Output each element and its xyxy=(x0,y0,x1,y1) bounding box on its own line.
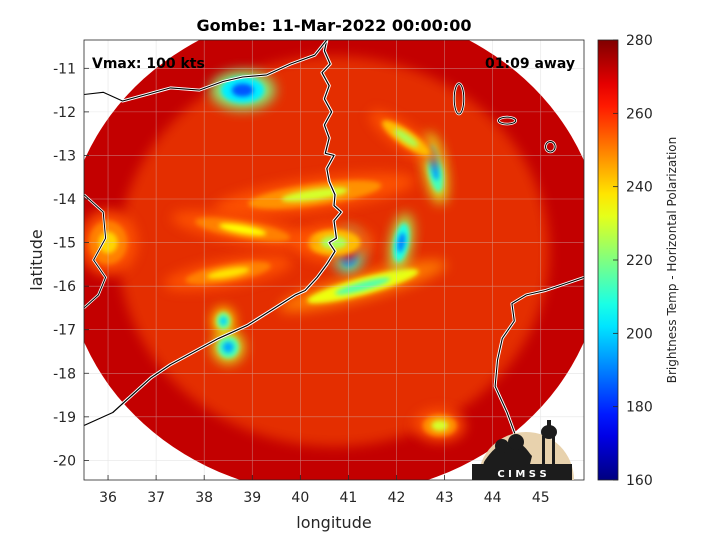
colorbar-tick-label: 260 xyxy=(626,106,653,122)
y-tick-label: -16 xyxy=(53,279,76,295)
feature-core xyxy=(219,316,228,326)
x-tick-label: 38 xyxy=(195,490,213,506)
x-tick-label: 43 xyxy=(436,490,454,506)
cimss-logo: C I M S S xyxy=(472,420,574,480)
colorbar-tick-label: 160 xyxy=(626,473,653,489)
colorbar-tick-label: 180 xyxy=(626,400,653,416)
y-axis-label: latitude xyxy=(27,229,46,290)
y-tick-label: -19 xyxy=(53,410,76,426)
x-tick-label: 41 xyxy=(340,490,358,506)
time-away-annotation: 01:09 away xyxy=(485,56,575,72)
feature-core xyxy=(394,129,419,147)
y-tick-label: -14 xyxy=(53,192,76,208)
colorbar-tick-label: 200 xyxy=(626,326,653,342)
x-tick-label: 42 xyxy=(388,490,406,506)
x-tick-label: 40 xyxy=(291,490,309,506)
island-outline xyxy=(497,116,517,125)
cimss-logo-text: C I M S S xyxy=(497,469,546,480)
x-axis-label: longitude xyxy=(296,513,371,532)
grid-lines xyxy=(84,40,584,480)
feature-core xyxy=(206,267,250,279)
island-outline xyxy=(453,83,465,115)
feature-south-cell xyxy=(414,409,466,442)
y-tick-label: -20 xyxy=(53,453,76,469)
x-tick-label: 37 xyxy=(147,490,165,506)
feature-southwest-cell-2 xyxy=(212,307,235,335)
x-tick-label: 44 xyxy=(484,490,502,506)
y-tick-label: -15 xyxy=(53,236,76,252)
coastline xyxy=(84,40,584,480)
feature-core xyxy=(431,420,449,431)
y-tick-label: -11 xyxy=(53,61,76,77)
map-layer xyxy=(84,40,584,480)
feature-north-band xyxy=(214,173,415,217)
feature-core xyxy=(231,83,254,97)
colorbar-tick-label: 240 xyxy=(626,180,653,196)
x-tick-label: 45 xyxy=(532,490,550,506)
feature-core xyxy=(281,187,349,202)
y-tick-label: -17 xyxy=(53,323,76,339)
y-axis-ticks: -11 -12 -13 -14 -15 -16 -17 -18 -19 -20 xyxy=(53,61,89,469)
axes-frame xyxy=(83,39,585,481)
chart-title: Gombe: 11-Mar-2022 00:00:00 xyxy=(197,16,472,35)
x-tick-label: 39 xyxy=(243,490,261,506)
y-tick-label: -13 xyxy=(53,148,76,164)
vmax-annotation: Vmax: 100 kts xyxy=(92,56,205,72)
feature-core xyxy=(218,223,267,236)
feature-core xyxy=(222,341,234,353)
feature-north-east-arc xyxy=(370,111,443,165)
colorbar-tick-label: 220 xyxy=(626,253,653,269)
feature-west-band-2 xyxy=(164,255,293,291)
colorbar-tick-label: 280 xyxy=(626,33,653,49)
x-tick-label: 36 xyxy=(99,490,117,506)
island-outline xyxy=(545,141,556,153)
colorbar-label: Brightness Temp - Horizontal Polarizatio… xyxy=(665,137,679,384)
y-tick-label: -18 xyxy=(53,366,76,382)
x-axis-ticks: 36 37 38 39 40 41 42 43 44 45 xyxy=(99,475,550,506)
y-tick-label: -12 xyxy=(53,105,76,121)
feature-west-band xyxy=(171,211,314,248)
colorbar-ticks: 280 260 240 220 200 180 160 xyxy=(613,33,653,489)
